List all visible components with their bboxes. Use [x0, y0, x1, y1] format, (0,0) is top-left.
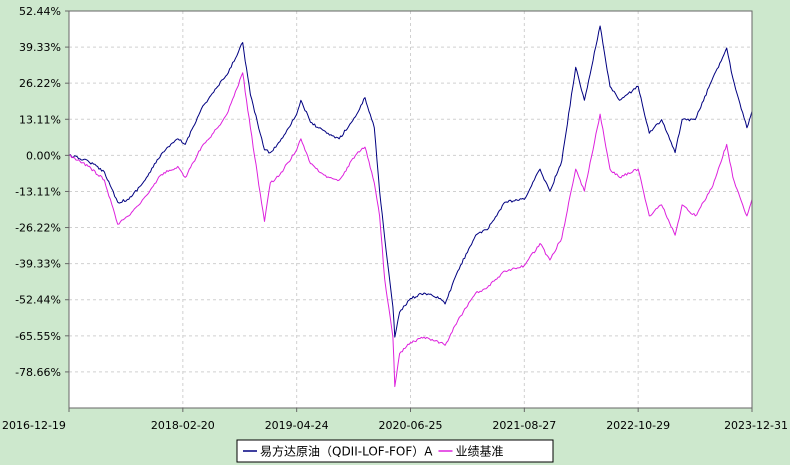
legend-label: 易方达原油（QDII-LOF-FOF）A — [260, 444, 433, 459]
y-tick-label: 52.44% — [19, 5, 61, 18]
series-line-fund — [68, 25, 753, 338]
x-tick-label: 2020-06-25 — [379, 419, 443, 432]
y-tick-label: -65.55% — [15, 330, 61, 343]
x-tick-label: 2023-12-31 — [724, 419, 788, 432]
grid — [69, 10, 752, 408]
y-tick-label: -26.22% — [15, 222, 61, 235]
x-tick-label: 2018-02-20 — [151, 419, 215, 432]
legend: 易方达原油（QDII-LOF-FOF）A 业绩基准 — [236, 439, 554, 463]
x-tick-label: 2016-12-19 — [2, 419, 66, 432]
y-tick-label: 26.22% — [19, 77, 61, 90]
y-tick-label: -78.66% — [15, 366, 61, 379]
y-tick-label: 39.33% — [19, 41, 61, 54]
y-axis: 52.44% 39.33% 26.22% 13.11% 0.00% -13.11% -26.… — [15, 5, 69, 379]
x-tick-label: 2019-04-24 — [265, 419, 329, 432]
series-layer — [68, 25, 753, 388]
y-tick-label: -39.33% — [15, 258, 61, 271]
series-line-benchmark — [68, 72, 753, 388]
y-tick-label: 13.11% — [19, 113, 61, 126]
x-tick-label: 2021-08-27 — [492, 419, 556, 432]
x-tick-label: 2022-10-29 — [606, 419, 670, 432]
legend-label: 业绩基准 — [456, 445, 504, 459]
y-tick-label: -52.44% — [15, 294, 61, 307]
y-tick-label: 0.00% — [26, 149, 61, 162]
y-tick-label: -13.11% — [15, 185, 61, 198]
x-axis: 2016-12-19 2018-02-20 2019-04-24 2020-06-25… — [2, 408, 788, 432]
legend-box — [236, 439, 554, 463]
